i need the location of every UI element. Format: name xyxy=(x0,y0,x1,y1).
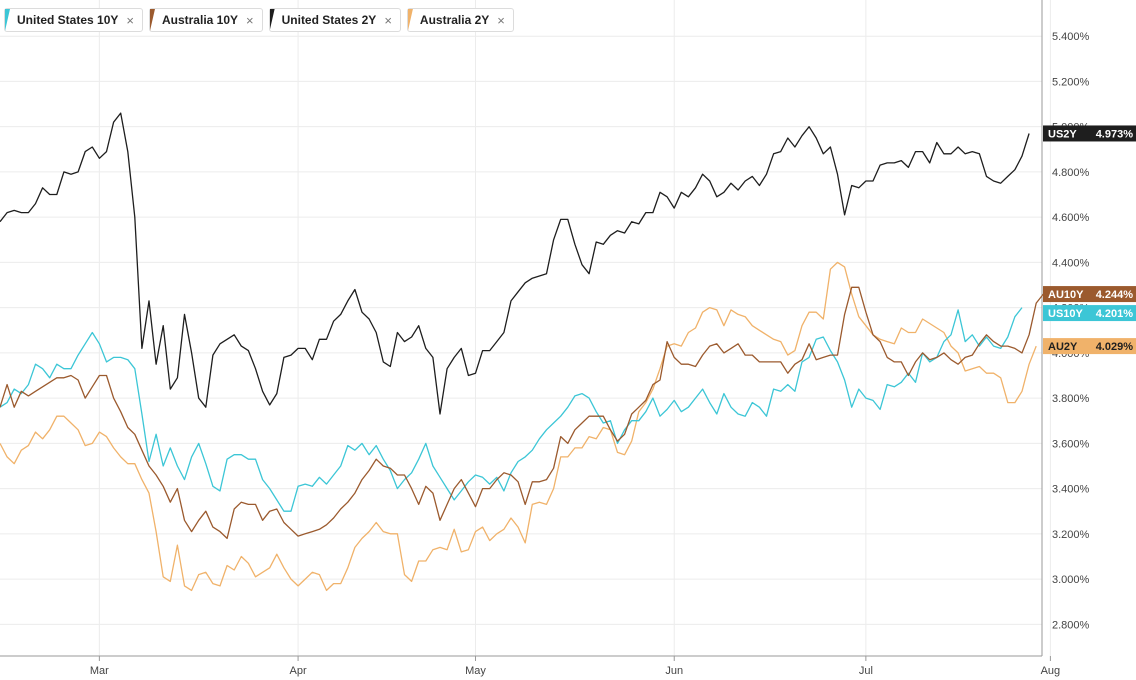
x-tick-label: Mar xyxy=(90,665,109,677)
value-tag-name: US2Y xyxy=(1048,128,1077,140)
y-tick-label: 3.400% xyxy=(1052,484,1090,496)
series-line-us2y xyxy=(0,112,1030,415)
y-tick-label: 3.600% xyxy=(1052,438,1090,450)
close-icon[interactable]: × xyxy=(497,12,505,28)
value-tag-bg xyxy=(1043,286,1136,303)
x-tick-label: May xyxy=(465,665,486,677)
close-icon[interactable]: × xyxy=(126,12,134,28)
value-tag-name: AU10Y xyxy=(1048,289,1084,301)
legend-chip-au2y[interactable]: Australia 2Y × xyxy=(406,8,514,32)
series-line-au10y xyxy=(0,286,1044,540)
legend-swatch xyxy=(269,9,275,31)
value-tag-name: US10Y xyxy=(1048,308,1084,320)
value-tag-bg xyxy=(1043,338,1136,355)
legend-swatch xyxy=(407,9,413,31)
value-tag-us10y: US10Y 4.201% xyxy=(1043,305,1136,322)
value-tag-value: 4.029% xyxy=(1096,341,1134,353)
value-tag-au10y: AU10Y 4.244% xyxy=(1043,286,1136,303)
y-tick-label: 3.000% xyxy=(1052,574,1090,586)
y-tick-label: 4.800% xyxy=(1052,167,1090,179)
series-line-au2y xyxy=(0,261,1037,592)
series-line-us10y xyxy=(0,307,1023,512)
y-tick-label: 3.200% xyxy=(1052,529,1090,541)
y-tick-label: 5.400% xyxy=(1052,31,1090,43)
y-tick-label: 5.200% xyxy=(1052,76,1090,88)
legend-label: United States 10Y xyxy=(17,13,119,27)
value-tag-value: 4.244% xyxy=(1096,289,1134,301)
value-tag-name: AU2Y xyxy=(1048,341,1078,353)
value-tag-value: 4.201% xyxy=(1096,308,1134,320)
legend-chip-us2y[interactable]: United States 2Y × xyxy=(268,8,401,32)
value-tag-value: 4.973% xyxy=(1096,128,1134,140)
x-tick-label: Jun xyxy=(665,665,683,677)
legend-swatch xyxy=(5,9,10,31)
value-tag-au2y: AU2Y 4.029% xyxy=(1043,338,1136,355)
close-icon[interactable]: × xyxy=(246,12,254,28)
legend-label: United States 2Y xyxy=(281,13,377,27)
value-tag-bg xyxy=(1043,305,1136,322)
close-icon[interactable]: × xyxy=(384,12,392,28)
legend-swatch xyxy=(149,9,155,31)
x-tick-label: Aug xyxy=(1041,665,1061,677)
y-tick-label: 4.600% xyxy=(1052,212,1090,224)
legend-label: Australia 2Y xyxy=(419,13,490,27)
legend-chip-au10y[interactable]: Australia 10Y × xyxy=(148,8,263,32)
value-tag-bg xyxy=(1043,125,1136,142)
y-tick-label: 4.400% xyxy=(1052,257,1090,269)
y-tick-label: 3.800% xyxy=(1052,393,1090,405)
x-tick-label: Apr xyxy=(290,665,307,677)
legend-label: Australia 10Y xyxy=(161,13,239,27)
legend-chip-us10y[interactable]: United States 10Y × xyxy=(4,8,143,32)
value-tag-us2y: US2Y 4.973% xyxy=(1043,125,1136,142)
x-tick-label: Jul xyxy=(859,665,873,677)
y-tick-label: 2.800% xyxy=(1052,619,1090,631)
legend: United States 10Y × Australia 10Y × Unit… xyxy=(4,8,514,34)
